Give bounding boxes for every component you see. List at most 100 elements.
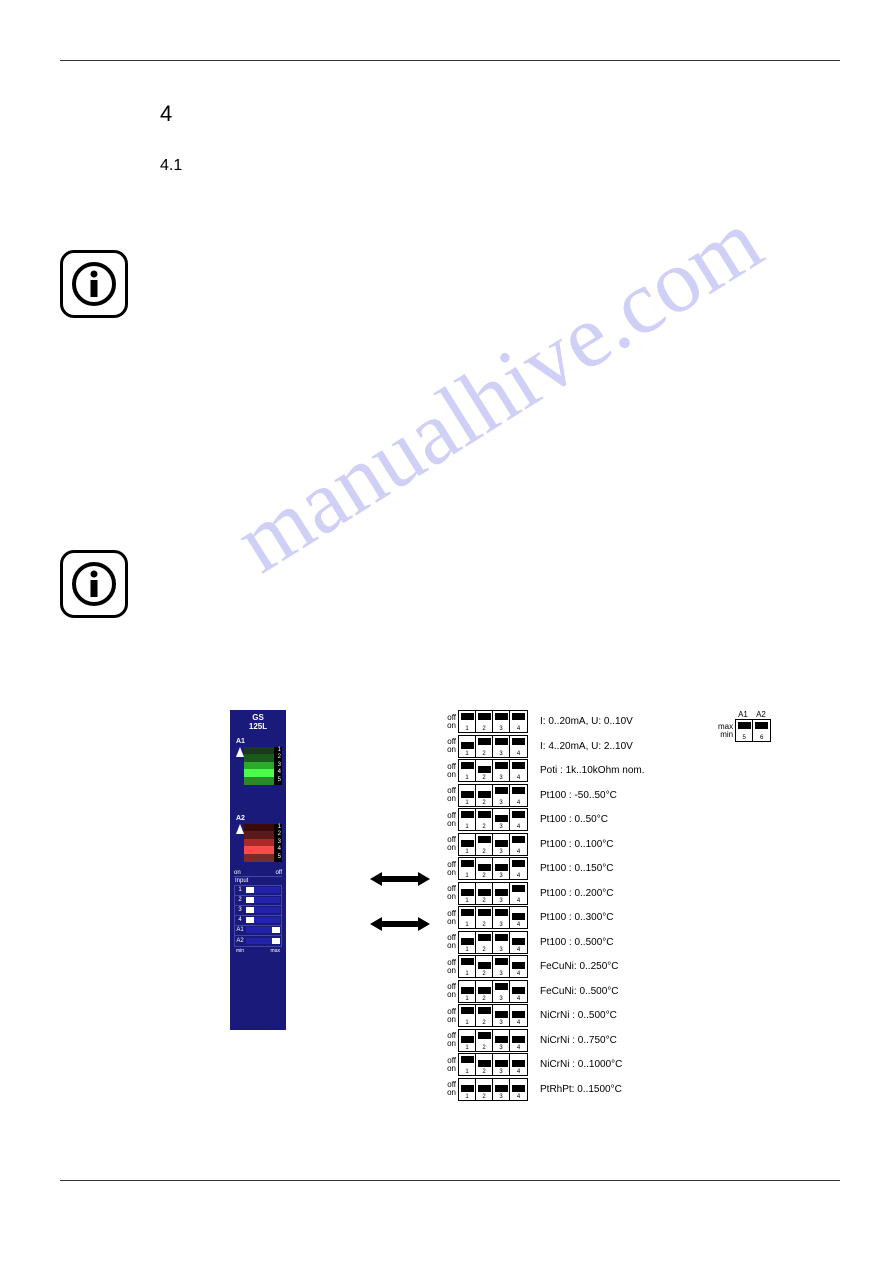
config-description: Pt100 : -50..50°C <box>540 790 617 801</box>
config-description: Pt100 : 0..100°C <box>540 839 614 850</box>
config-row: offon1234PtRhPt: 0..1500°C <box>440 1078 645 1102</box>
double-arrow-icon <box>370 915 430 938</box>
config-row: offon1234NiCrNi : 0..1000°C <box>440 1053 645 1077</box>
dip-switch: 2 <box>476 932 493 953</box>
module-name: GS 125L <box>230 710 286 732</box>
on-label: on <box>234 870 241 876</box>
dip-switch: 2 <box>476 834 493 855</box>
dip-switch: 4 <box>510 785 527 806</box>
dip-switch: 3 <box>493 907 510 928</box>
dip-switch: 1 <box>459 785 476 806</box>
dip-switch: 4 <box>510 809 527 830</box>
dip-switch: 2 <box>476 883 493 904</box>
dip-switch: 3 <box>493 711 510 732</box>
input-label: Input <box>234 876 282 885</box>
config-description: NiCrNi : 0..500°C <box>540 1010 617 1021</box>
a2-label: A2 <box>234 815 282 822</box>
dip-switch: 4 <box>510 981 527 1002</box>
dip-switch: 3 <box>493 760 510 781</box>
dip-switch: 3 <box>493 785 510 806</box>
dip-switch: 3 <box>493 956 510 977</box>
config-row: offon1234Pt100 : 0..50°C <box>440 808 645 832</box>
config-description: FeCuNi: 0..500°C <box>540 986 618 997</box>
dip-switch: 4 <box>510 760 527 781</box>
dip-switch: 1 <box>459 1054 476 1075</box>
dip-switch: 4 <box>510 711 527 732</box>
dip-switch: 2 <box>476 736 493 757</box>
config-description: NiCrNi : 0..1000°C <box>540 1059 622 1070</box>
dip-switch-configuration-table: offon1234I: 0..20mA, U: 0..10Voffon1234I… <box>440 710 645 1102</box>
subsection-number: 4.1 <box>160 157 840 175</box>
config-description: NiCrNi : 0..750°C <box>540 1035 617 1046</box>
dip-switch: 2 <box>476 785 493 806</box>
a1-header: A1 <box>734 710 752 719</box>
dip-switch: 3 <box>493 736 510 757</box>
dip-switch: 1 <box>459 932 476 953</box>
config-row: offon1234NiCrNi : 0..500°C <box>440 1004 645 1028</box>
config-description: I: 4..20mA, U: 2..10V <box>540 741 633 752</box>
watermark: manualhive.com <box>218 190 779 594</box>
info-icon <box>60 250 128 318</box>
config-row: offon1234Pt100 : 0..500°C <box>440 931 645 955</box>
dip-switch: 1 <box>459 956 476 977</box>
config-row: offon1234FeCuNi: 0..500°C <box>440 980 645 1004</box>
dip-switch: 2 <box>476 809 493 830</box>
dip-switch: 2 <box>476 1079 493 1100</box>
dip-switch: 2 <box>476 1030 493 1051</box>
dip-switch: 3 <box>493 1079 510 1100</box>
dip-switch: 4 <box>510 907 527 928</box>
dip-switch: 4 <box>510 932 527 953</box>
info-icon <box>60 550 128 618</box>
config-row: offon1234I: 0..20mA, U: 0..10V <box>440 710 645 734</box>
device-module-front: GS 125L A1 12345 A2 12345 onoff Input 12… <box>230 710 286 1030</box>
config-row: offon1234Pt100 : 0..100°C <box>440 833 645 857</box>
config-row: offon1234NiCrNi : 0..750°C <box>440 1029 645 1053</box>
dip-switch: 4 <box>510 834 527 855</box>
a2-header: A2 <box>752 710 770 719</box>
dip-switch: 3 <box>493 1005 510 1026</box>
config-description: Poti : 1k..10kOhm nom. <box>540 765 645 776</box>
dip-switch: 3 <box>493 834 510 855</box>
config-row: offon1234Poti : 1k..10kOhm nom. <box>440 759 645 783</box>
dip-switch: 4 <box>510 1079 527 1100</box>
dip-switch: 2 <box>476 760 493 781</box>
config-row: offon1234I: 4..20mA, U: 2..10V <box>440 735 645 759</box>
config-row: offon1234Pt100 : 0..200°C <box>440 882 645 906</box>
dip-switch: 2 <box>476 956 493 977</box>
config-description: Pt100 : 0..150°C <box>540 863 614 874</box>
a1-a2-switch-group: A1 A2 max min 56 <box>718 710 771 742</box>
dip-switch: 1 <box>459 907 476 928</box>
config-description: I: 0..20mA, U: 0..10V <box>540 716 633 727</box>
dip-switch: 1 <box>459 1005 476 1026</box>
max-label: max <box>271 948 280 954</box>
section-number: 4 <box>160 101 840 127</box>
dip-switch: 4 <box>510 883 527 904</box>
off-label: off <box>275 870 282 876</box>
dip-switch: 3 <box>493 1030 510 1051</box>
dip-switch: 1 <box>459 809 476 830</box>
config-row: offon1234Pt100 : 0..150°C <box>440 857 645 881</box>
dip-switch: 4 <box>510 956 527 977</box>
dip-switch: 3 <box>493 932 510 953</box>
dip-switch: 1 <box>459 760 476 781</box>
dip-switch: 1 <box>459 858 476 879</box>
dip-switch: 3 <box>493 858 510 879</box>
dip-switch: 3 <box>493 981 510 1002</box>
dip-switch: 2 <box>476 711 493 732</box>
config-row: offon1234FeCuNi: 0..250°C <box>440 955 645 979</box>
dip-switch: 1 <box>459 1030 476 1051</box>
dip-switch: 4 <box>510 1054 527 1075</box>
min-label: min <box>718 731 733 739</box>
dip-switch: 3 <box>493 809 510 830</box>
dip-switch: 2 <box>476 858 493 879</box>
dip-switch: 1 <box>459 883 476 904</box>
dip-switch: 1 <box>459 834 476 855</box>
double-arrow-icon <box>370 870 430 893</box>
arrow-up-icon <box>236 747 244 757</box>
config-description: FeCuNi: 0..250°C <box>540 961 618 972</box>
min-label: min <box>236 948 244 954</box>
config-description: Pt100 : 0..200°C <box>540 888 614 899</box>
dip-switch: 3 <box>493 883 510 904</box>
dip-switch: 4 <box>510 1005 527 1026</box>
a1-label: A1 <box>234 738 282 745</box>
